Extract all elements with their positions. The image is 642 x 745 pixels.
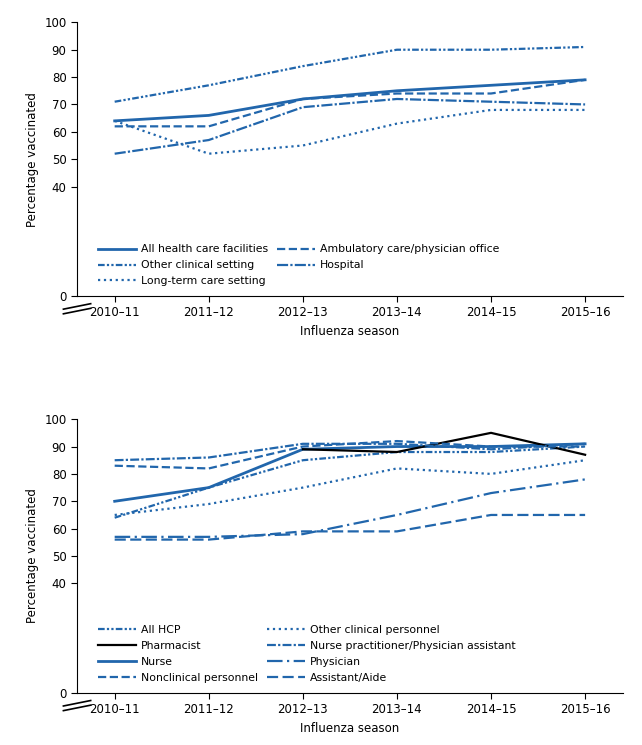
Legend: All HCP, Pharmacist, Nurse, Nonclinical personnel, Other clinical personnel, Nur: All HCP, Pharmacist, Nurse, Nonclinical …: [93, 621, 520, 688]
X-axis label: Influenza season: Influenza season: [300, 325, 399, 338]
Y-axis label: Percentage vaccinated: Percentage vaccinated: [26, 489, 39, 624]
Y-axis label: Percentage vaccinated: Percentage vaccinated: [26, 92, 39, 226]
X-axis label: Influenza season: Influenza season: [300, 722, 399, 735]
Legend: All health care facilities, Other clinical setting, Long-term care setting, Ambu: All health care facilities, Other clinic…: [93, 240, 504, 291]
